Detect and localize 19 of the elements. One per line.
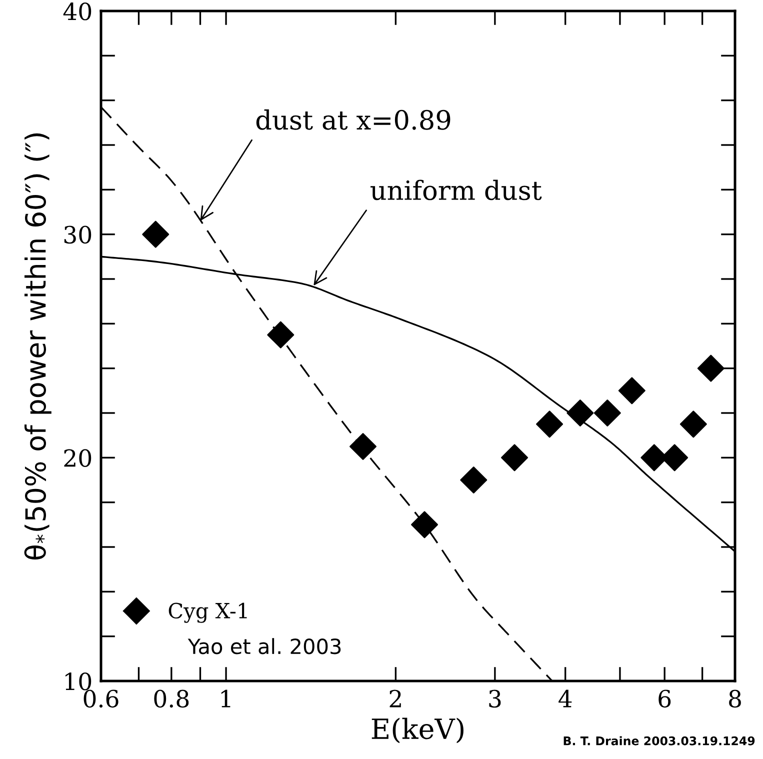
y-tick-label: 20 xyxy=(64,449,92,467)
x-tick-label: 3 xyxy=(489,690,501,708)
x-tick-label: 4 xyxy=(558,690,572,708)
text: B. T. Draine 2003.03.19.1249 xyxy=(564,736,755,746)
x-tick-label: 0.8 xyxy=(154,690,189,708)
y-tick-label: 40 xyxy=(63,2,92,20)
x-tick-label: 0.6 xyxy=(84,690,118,708)
annotation: Yao et al. 2003 xyxy=(188,638,341,654)
x-tick-label: 8 xyxy=(729,690,741,708)
x-axis-title: E(keV) xyxy=(372,718,464,744)
x-tick-label: 2 xyxy=(390,690,401,708)
annotation: dust at x=0.89 xyxy=(256,109,450,130)
y-tick-label: 10 xyxy=(66,672,92,690)
annotation: uniform dust xyxy=(370,180,542,200)
legend-label: Cyg X-1 xyxy=(168,602,247,623)
x-tick-label: 6 xyxy=(658,690,671,708)
y-axis-title: θ$_{*}$(50% of power within 60″) (″) xyxy=(24,133,52,560)
y-tick-label: 30 xyxy=(64,226,92,244)
x-tick-label: 1 xyxy=(221,690,230,708)
